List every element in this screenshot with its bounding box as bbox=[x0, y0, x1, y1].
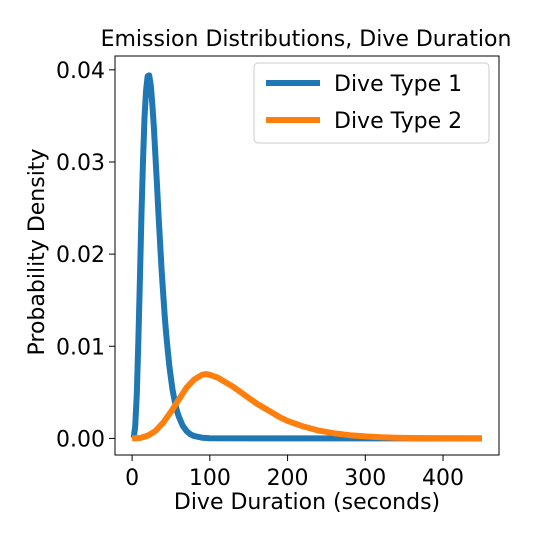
x-tick-label: 300 bbox=[344, 466, 386, 491]
legend-label-2: Dive Type 2 bbox=[334, 109, 462, 134]
plot-area: 0 100 200 300 400 0.00 0.01 0.02 0.03 0.04 Dive Ty… bbox=[56, 55, 500, 491]
y-tick-label: 0.04 bbox=[56, 59, 105, 84]
x-axis-title: Dive Duration (seconds) bbox=[174, 490, 440, 515]
x-tick-label: 400 bbox=[422, 466, 464, 491]
chart-title: Emission Distributions, Dive Duration bbox=[101, 27, 512, 52]
x-tick-label: 200 bbox=[267, 466, 309, 491]
legend-label-1: Dive Type 1 bbox=[334, 72, 462, 97]
x-tick-label: 100 bbox=[189, 466, 231, 491]
y-tick-label: 0.00 bbox=[56, 427, 105, 452]
series-line-2 bbox=[131, 371, 482, 442]
x-tick-label: 0 bbox=[125, 466, 139, 491]
series-line-1 bbox=[130, 72, 482, 442]
axes-frame bbox=[114, 55, 500, 456]
y-axis-title: Probability Density bbox=[25, 149, 50, 356]
y-tick-label: 0.01 bbox=[56, 335, 105, 360]
y-tick-label: 0.02 bbox=[56, 243, 105, 268]
y-tick-label: 0.03 bbox=[56, 151, 105, 176]
